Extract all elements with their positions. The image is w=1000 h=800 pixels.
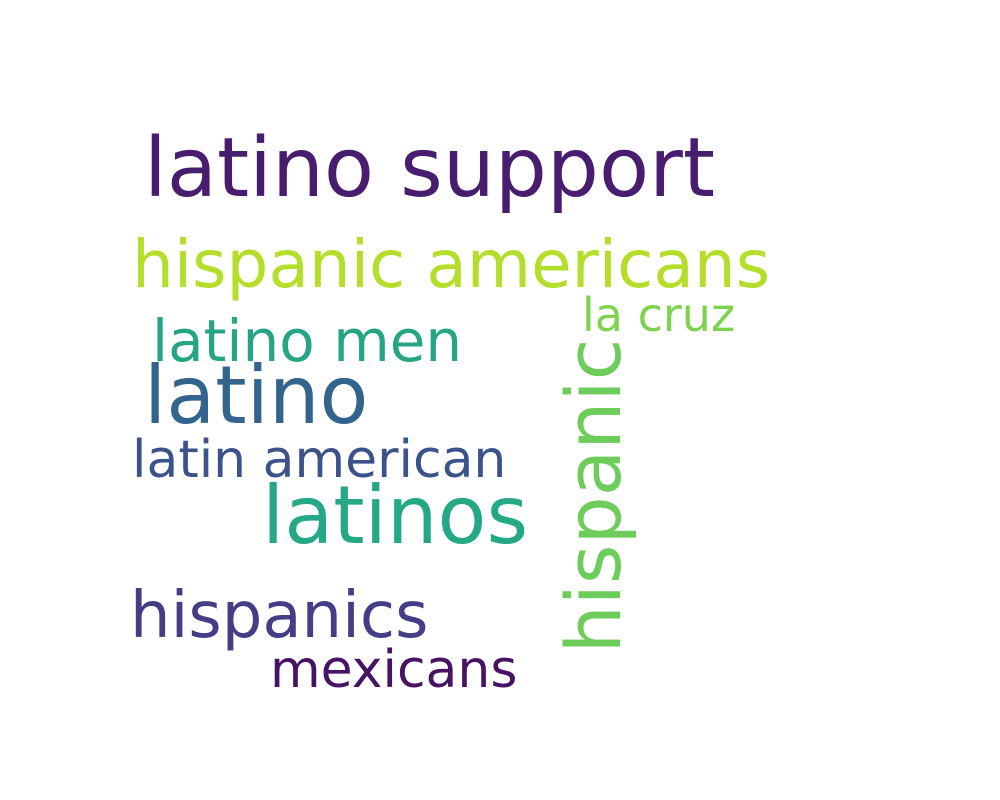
word-latino-men: latino men <box>152 307 463 375</box>
word-hispanic-americans: hispanic americans <box>132 226 771 303</box>
word-latin-american: latin american <box>132 430 507 490</box>
word-latino-support: latino support <box>144 121 715 216</box>
word-latinos: latinos <box>262 469 529 562</box>
word-hispanics: hispanics <box>130 579 429 653</box>
word-hispanic: hispanic <box>549 338 638 654</box>
word-mexicans: mexicans <box>270 640 518 700</box>
word-la-cruz: la cruz <box>582 288 736 342</box>
word-latino: latino <box>144 349 369 442</box>
